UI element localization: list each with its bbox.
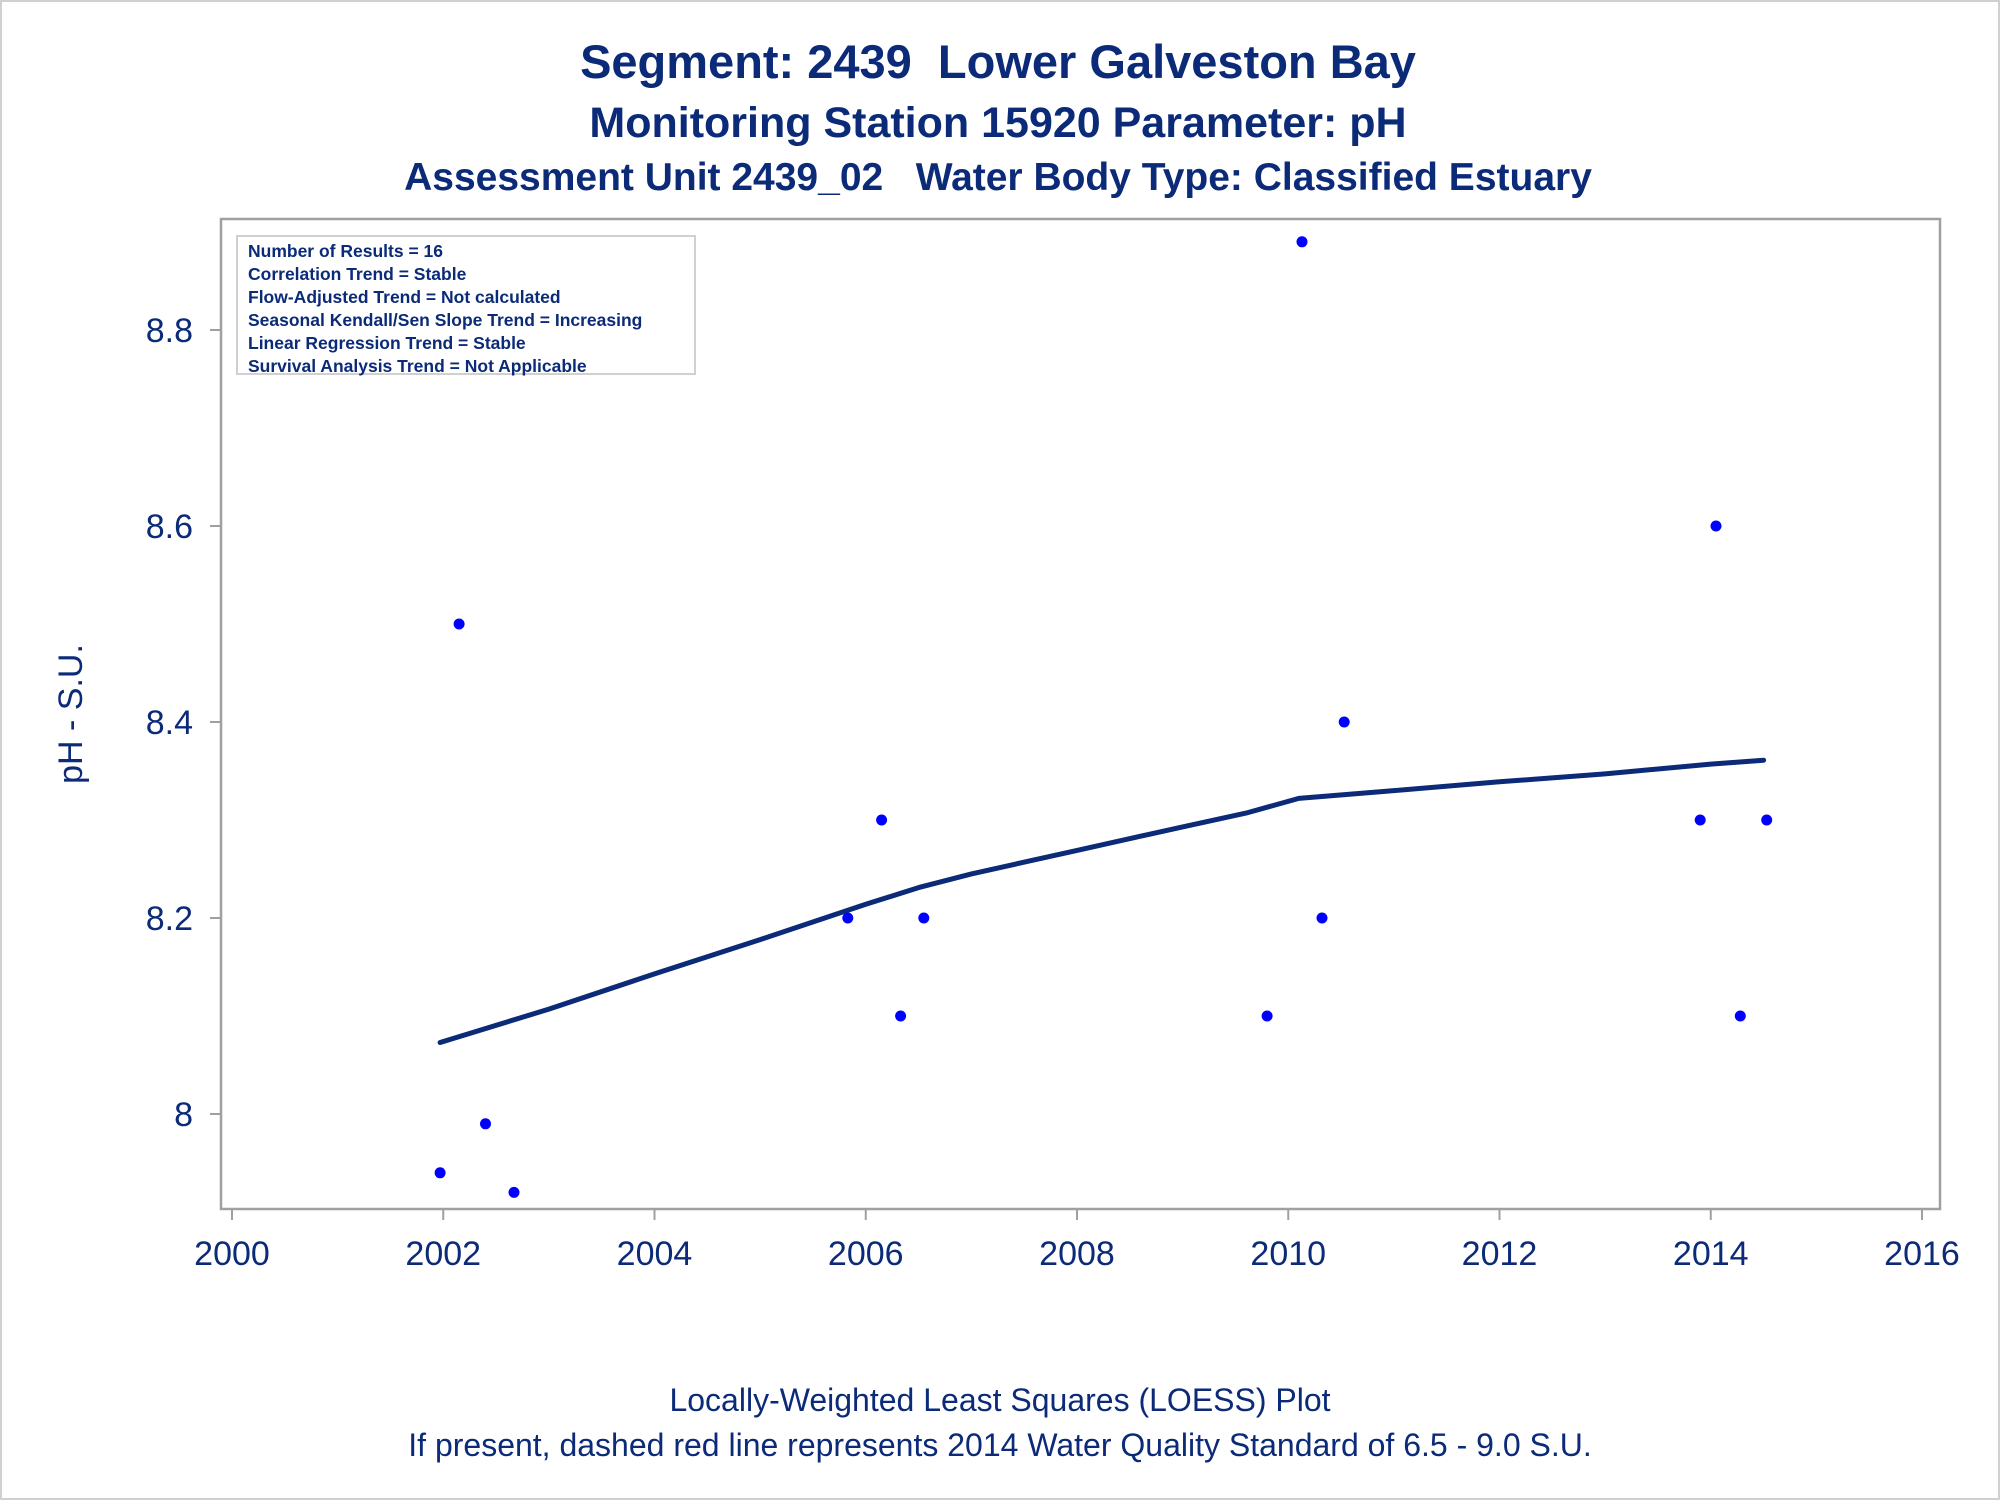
x-tick-label-2008: 2008 <box>1039 1235 1115 1273</box>
data-point <box>1761 814 1773 826</box>
x-tick-label-2002: 2002 <box>405 1235 481 1273</box>
data-point <box>1338 716 1350 728</box>
chart-subtitle-station: Monitoring Station 15920 Parameter: pH <box>589 99 1407 147</box>
data-point <box>508 1186 520 1198</box>
stat-correlation-trend: Correlation Trend = Stable <box>248 264 467 284</box>
x-tick-label-2006: 2006 <box>828 1235 904 1273</box>
stat-flow-adjusted-trend: Flow-Adjusted Trend = Not calculated <box>248 287 561 307</box>
data-point <box>895 1010 907 1022</box>
x-tick-label-2010: 2010 <box>1250 1235 1326 1273</box>
loess-line-layer <box>437 757 1767 1045</box>
data-point <box>480 1118 491 1130</box>
data-point <box>918 912 930 924</box>
x-tick-label-2000: 2000 <box>194 1235 270 1273</box>
data-point <box>1261 1010 1273 1022</box>
chart-title: Segment: 2439 Lower Galveston Bay <box>580 35 1416 88</box>
footnote-standard: If present, dashed red line represents 2… <box>408 1427 1592 1463</box>
y-axis-label: pH - S.U. <box>52 644 90 784</box>
y-tick-label-8.8: 8.8 <box>146 312 193 350</box>
x-tick-label-2012: 2012 <box>1462 1235 1538 1273</box>
y-axis: 8 8.2 8.4 8.6 8.8 <box>146 312 221 1134</box>
data-point <box>1694 814 1706 826</box>
data-point <box>842 912 854 924</box>
data-point <box>434 1167 446 1179</box>
stat-survival-analysis-trend: Survival Analysis Trend = Not Applicable <box>248 356 587 376</box>
loess-line <box>437 757 1767 1045</box>
data-point <box>1734 1010 1746 1022</box>
data-point <box>1296 236 1308 248</box>
x-tick-label-2016: 2016 <box>1884 1235 1960 1273</box>
data-point <box>453 618 465 630</box>
x-tick-label-2004: 2004 <box>617 1235 693 1273</box>
stat-seasonal-kendall-trend: Seasonal Kendall/Sen Slope Trend = Incre… <box>248 310 643 330</box>
chart-subtitle-assessment: Assessment Unit 2439_02 Water Body Type:… <box>404 156 1592 199</box>
x-tick-label-2014: 2014 <box>1673 1235 1749 1273</box>
plot-area <box>219 217 1942 1211</box>
data-point <box>1316 912 1328 924</box>
y-tick-label-8.4: 8.4 <box>146 704 193 742</box>
y-tick-label-8: 8 <box>174 1096 193 1134</box>
y-tick-label-8.2: 8.2 <box>146 900 193 938</box>
data-point <box>1710 520 1722 532</box>
data-point <box>876 814 888 826</box>
x-axis: 2000 2002 2004 2006 2008 2010 2012 2014 2016 <box>194 1209 1960 1273</box>
stat-number-of-results: Number of Results = 16 <box>248 241 443 261</box>
data-points-layer <box>434 236 1773 1198</box>
stat-linear-regression-trend: Linear Regression Trend = Stable <box>248 333 526 353</box>
y-tick-label-8.6: 8.6 <box>146 508 193 546</box>
footnote-loess: Locally-Weighted Least Squares (LOESS) P… <box>669 1382 1331 1418</box>
trend-stats-box: Number of Results = 16 Correlation Trend… <box>236 235 696 376</box>
